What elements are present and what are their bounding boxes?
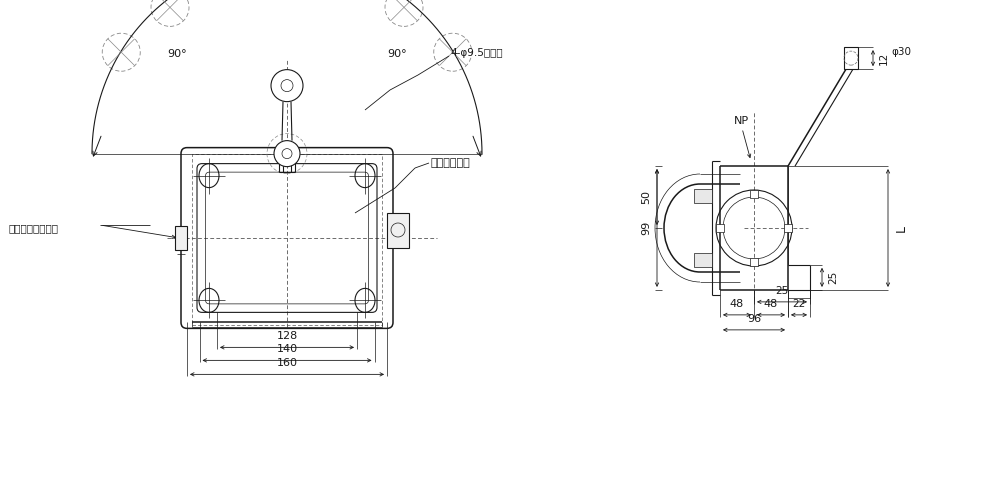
Text: 96: 96 [747,314,761,324]
Text: 12: 12 [879,52,889,65]
Text: 48: 48 [764,299,778,309]
Text: ブラインドプラグ: ブラインドプラグ [8,223,58,233]
Text: 140: 140 [276,344,298,355]
Bar [175,226,187,250]
Bar [694,189,712,203]
Bar [784,224,792,232]
Bar [694,253,712,267]
Text: 22: 22 [792,299,806,309]
Text: φ30: φ30 [891,47,911,57]
Text: 4-φ9.5取付穴: 4-φ9.5取付穴 [450,48,503,58]
Text: 防水グランド: 防水グランド [430,158,470,168]
Bar [844,47,858,69]
Circle shape [271,70,303,101]
Bar [750,258,758,266]
Text: 90°: 90° [167,49,187,58]
Bar [716,224,724,232]
Circle shape [274,141,300,167]
Bar [750,190,758,198]
Bar [788,290,810,298]
Text: 25: 25 [828,271,838,284]
Text: NP: NP [734,116,749,126]
Text: 48: 48 [730,299,744,309]
Text: 128: 128 [276,331,298,341]
Text: L: L [895,225,908,231]
Text: 90°: 90° [387,49,407,58]
Text: 50: 50 [641,190,651,204]
Text: 99: 99 [641,221,651,235]
Text: 25: 25 [775,286,789,296]
Text: 160: 160 [277,358,298,369]
Bar [192,154,382,326]
Bar [387,213,409,247]
